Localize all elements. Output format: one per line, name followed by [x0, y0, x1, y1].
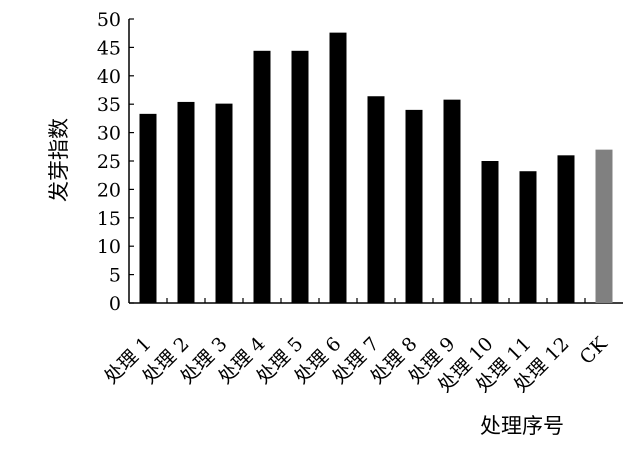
bar: [595, 149, 613, 303]
bar: [253, 50, 271, 303]
bar: [177, 101, 195, 303]
y-tick-label: 15: [97, 208, 121, 230]
y-tick-label: 35: [97, 94, 121, 116]
y-tick-label: 0: [109, 293, 121, 315]
bar: [215, 103, 233, 304]
bar: [291, 50, 309, 303]
y-tick-label: 10: [97, 236, 121, 258]
bar: [557, 155, 575, 303]
y-tick-label: 45: [97, 37, 121, 59]
y-tick-label: 50: [97, 9, 121, 31]
y-tick-label: 5: [109, 265, 121, 287]
y-tick-label: 30: [97, 123, 121, 145]
bar: [405, 109, 423, 303]
y-tick-label: 40: [97, 66, 121, 88]
y-axis-title: 发芽指数: [47, 118, 71, 202]
bar: [367, 96, 385, 303]
bar: [139, 113, 157, 303]
x-axis-title: 处理序号: [480, 414, 564, 438]
y-tick-label: 20: [97, 179, 121, 201]
bar: [329, 32, 347, 304]
y-tick-label: 25: [97, 151, 121, 173]
x-tick-label: CK: [576, 332, 612, 368]
bar: [519, 171, 537, 303]
bar: [481, 161, 499, 303]
bar: [443, 99, 461, 303]
